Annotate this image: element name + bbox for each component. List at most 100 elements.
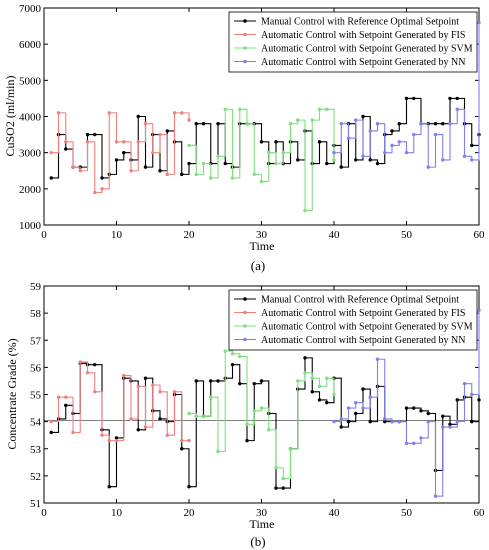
svm-data-point [281, 150, 285, 155]
manual-data-point [361, 387, 365, 391]
manual-data-point [180, 447, 184, 451]
manual-data-point [100, 176, 104, 180]
nn-data-point [433, 132, 438, 137]
svm-data-point [325, 107, 329, 111]
manual-legend-marker [243, 297, 247, 301]
nn-data-point [354, 400, 358, 405]
y-tick-label: 52 [30, 471, 41, 483]
manual-data-point [354, 158, 358, 162]
manual-data-point [49, 430, 53, 435]
manual-data-point [180, 172, 184, 177]
manual-data-point [158, 169, 162, 173]
svm-legend-label: Automatic Control with Setpoint Generate… [261, 44, 473, 55]
nn-data-point [346, 406, 351, 410]
manual-data-point [412, 96, 416, 101]
manual-legend-marker [243, 19, 247, 23]
svm-series-line [189, 108, 335, 212]
manual-data-point [64, 403, 68, 408]
svm-data-point [288, 447, 293, 451]
manual-data-point [433, 122, 438, 126]
nn-data-point [354, 118, 358, 122]
manual-data-point [412, 406, 416, 410]
manual-data-point [368, 158, 372, 162]
manual-data-point [158, 417, 162, 421]
x-tick-label: 50 [401, 229, 413, 241]
manual-data-point [143, 165, 148, 169]
nn-legend-marker [243, 337, 247, 342]
nn-data-point [462, 154, 467, 158]
svm-data-point [274, 161, 278, 166]
nn-data-point [368, 129, 372, 133]
nn-data-point [332, 150, 336, 155]
manual-data-point [259, 140, 264, 144]
manual-data-point [346, 419, 351, 424]
svm-data-point [310, 376, 314, 380]
manual-data-point [281, 486, 285, 490]
fis-data-point [165, 433, 169, 437]
fis-data-point [172, 111, 177, 115]
legend-box [228, 289, 478, 351]
svm-data-point [296, 118, 300, 122]
fis-data-point [143, 122, 148, 126]
svm-data-point [252, 172, 256, 177]
manual-data-point [187, 485, 191, 489]
fis-data-point [93, 190, 97, 195]
svm-data-point [303, 208, 307, 213]
fis-data-point [71, 165, 75, 169]
nn-data-point [426, 419, 430, 424]
nn-data-point [426, 165, 430, 169]
manual-data-point [375, 161, 380, 166]
svm-data-point [201, 414, 206, 418]
nn-data-point [346, 136, 351, 140]
nn-data-point [462, 381, 467, 386]
manual-data-point [201, 122, 206, 126]
fis-data-point [129, 169, 133, 173]
nn-data-point [477, 308, 481, 313]
y-tick-label: 7000 [19, 3, 42, 15]
manual-data-point [274, 486, 278, 490]
svm-data-point [317, 107, 322, 111]
x-tick-label: 30 [256, 507, 268, 519]
svm-data-point [238, 107, 242, 111]
fis-data-point [100, 433, 104, 437]
x-tick-label: 0 [41, 507, 47, 519]
fis-data-point [187, 118, 191, 122]
manual-data-point [441, 122, 445, 126]
svm-data-point [194, 172, 198, 177]
svm-legend-label: Automatic Control with Setpoint Generate… [261, 322, 473, 333]
y-tick-label: 57 [30, 335, 42, 347]
fis-data-point [56, 395, 61, 399]
y-tick-label: 56 [30, 362, 42, 374]
svm-data-point [259, 406, 264, 410]
manual-data-point [325, 400, 329, 405]
fis-data-point [64, 395, 68, 399]
panel-b-y-ticks: 51 52 53 54 55 56 57 58 59 [30, 281, 479, 510]
manual-data-point [187, 161, 191, 166]
x-tick-label: 20 [184, 507, 196, 519]
nn-legend-label: Automatic Control with Setpoint Generate… [261, 57, 465, 68]
manual-series-line [51, 97, 480, 179]
panel-b-x-axis-label: Time [250, 517, 275, 531]
nn-data-point [404, 150, 409, 155]
nn-data-point [361, 154, 365, 158]
x-tick-label: 50 [401, 507, 413, 519]
manual-data-point [136, 114, 140, 119]
fis-data-point [172, 390, 177, 394]
nn-data-point [441, 158, 445, 162]
panel-a-x-ticks: 0 10 20 30 40 50 60 [41, 8, 485, 241]
fis-data-point [49, 419, 53, 424]
fis-data-point [107, 111, 111, 115]
svm-data-point [259, 179, 264, 184]
manual-data-point [390, 129, 394, 133]
nn-data-point [339, 122, 343, 126]
nn-data-point [412, 132, 416, 137]
nn-data-point [332, 419, 336, 424]
fis-data-point [85, 371, 90, 375]
manual-data-point [325, 161, 329, 166]
fis-data-point [71, 430, 75, 435]
manual-legend-label: Manual Control with Reference Optimal Se… [261, 295, 459, 306]
nn-data-point [412, 441, 416, 446]
x-tick-label: 20 [184, 229, 196, 241]
panel-a-y-ticks: 1000 2000 3000 4000 5000 6000 7000 [19, 3, 479, 232]
